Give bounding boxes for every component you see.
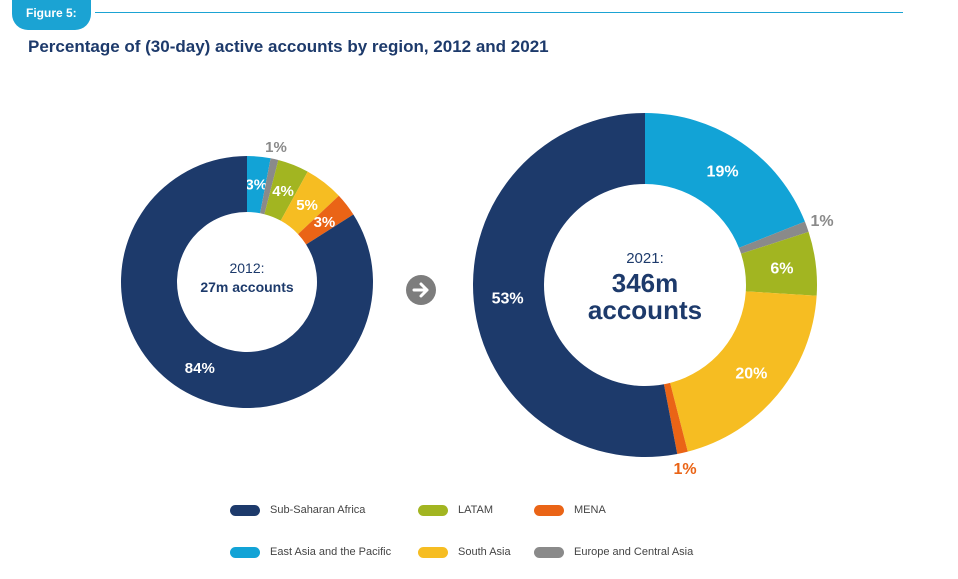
legend-item: Sub-Saharan Africa [230,504,365,516]
legend-item: South Asia [418,546,511,558]
slice-label: 1% [265,139,287,156]
slice-label: 4% [272,183,294,200]
donut-slice [670,291,817,452]
slice-label: 19% [707,163,739,180]
donut-slice [247,156,271,214]
donut-slice [473,113,678,457]
donut-slice [645,113,805,248]
legend-swatch [230,504,260,516]
arrow-glyph [412,282,429,298]
center-2021-line3: accounts [588,295,702,325]
legend-item: Europe and Central Asia [534,546,693,558]
center-2012-line2: 27m accounts [200,279,294,295]
top-rule [95,12,903,13]
slice-label: 5% [296,197,318,214]
legend-item: MENA [534,504,606,516]
legend-swatch [534,546,564,558]
chart-title: Percentage of (30-day) active accounts b… [28,37,549,56]
legend-swatch [534,504,564,516]
legend-label: South Asia [458,546,511,558]
legend-label: LATAM [458,504,494,516]
donut-slice [738,221,809,254]
legend-label: Sub-Saharan Africa [270,504,366,516]
donut-slice [663,382,688,454]
legend-label: Europe and Central Asia [574,546,694,558]
legend-label: MENA [574,504,606,516]
donut-2021: 19% 1% 6% 20% 1% 53% [473,113,834,478]
legend-swatch [418,546,448,558]
legend-item: East Asia and the Pacific [230,546,391,558]
donut-slice [280,171,339,235]
legend: Sub-Saharan Africa LATAM MENA East Asia … [230,500,750,570]
slice-label: 6% [770,260,793,277]
legend-label: East Asia and the Pacific [270,546,392,558]
slice-label: 53% [492,291,524,308]
donut-slice [741,231,817,296]
center-2021-line2: 346m [612,268,679,298]
figure-label: Figure 5: [12,0,91,30]
donut-slice [298,195,354,245]
donut-slice [264,159,308,221]
legend-item: LATAM [418,504,493,516]
slice-label: 1% [810,213,833,230]
donut-2012: 3%1%4%5%3%84% [121,139,373,409]
donut-slice [260,158,279,215]
center-2012-line1: 2012: [229,260,264,276]
slice-label: 84% [185,360,215,377]
donut-slice [121,156,373,409]
slice-label: 3% [245,177,267,194]
arrow-icon [406,275,436,305]
legend-swatch [230,546,260,558]
slice-label: 20% [735,366,767,383]
legend-swatch [418,504,448,516]
slice-label: 3% [314,214,336,231]
slice-label: 1% [673,461,696,478]
center-2021-line1: 2021: [626,250,664,267]
